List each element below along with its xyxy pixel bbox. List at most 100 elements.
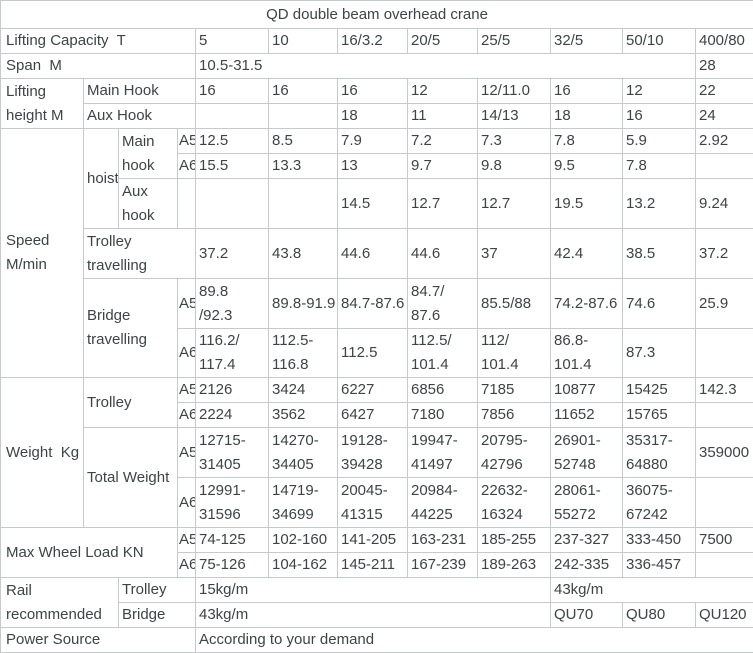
value-cell: 12/11.0 — [478, 79, 551, 104]
class-a6-label: A6 — [178, 154, 196, 179]
value-cell: 24 — [696, 104, 753, 129]
class-empty-cell — [178, 179, 196, 229]
value-cell: 42.4 — [551, 229, 623, 279]
value-cell — [696, 478, 753, 528]
value-cell: 9.8 — [478, 154, 551, 179]
table-row: Speed M/min hoist Main hook A5 12.5 8.5 … — [1, 129, 753, 154]
value-cell — [696, 403, 753, 428]
value-cell: 18 — [551, 104, 623, 129]
value-cell: 12 — [408, 79, 478, 104]
row-label-rail-recommended: Rail recommended — [1, 578, 119, 628]
table-row: Span M 10.5-31.5 28 — [1, 54, 753, 79]
value-cell: 145-211 — [338, 553, 408, 578]
value-cell: 10 — [269, 29, 338, 54]
value-cell: 19947- 41497 — [408, 428, 478, 478]
value-cell: 15765 — [623, 403, 696, 428]
table-row: Trolley travelling 37.2 43.8 44.6 44.6 3… — [1, 229, 753, 279]
value-cell: 2224 — [196, 403, 269, 428]
row-label-lifting-capacity: Lifting Capacity T — [1, 29, 196, 54]
value-cell — [196, 179, 269, 229]
class-a6-label: A6 — [178, 553, 196, 578]
class-a6-label: A6 — [178, 403, 196, 428]
value-cell: 359000 — [696, 428, 753, 478]
value-cell: 12715- 31405 — [196, 428, 269, 478]
value-cell: 74.2-87.6 — [551, 279, 623, 329]
row-label-rail-trolley: Trolley — [119, 578, 196, 603]
value-cell: 18 — [338, 104, 408, 129]
value-cell: 19128- 39428 — [338, 428, 408, 478]
table-row: Weight Kg Trolley A5 2126 3424 6227 6856… — [1, 378, 753, 403]
value-cell: 25.9 — [696, 279, 753, 329]
value-cell: 28 — [696, 54, 753, 79]
table-row: QD double beam overhead crane — [1, 1, 753, 29]
class-a5-label: A5 — [178, 428, 196, 478]
value-cell: 22 — [696, 79, 753, 104]
value-cell: 163-231 — [408, 528, 478, 553]
value-cell: 336-457 — [623, 553, 696, 578]
table-row: Bridge travelling A5 89.8 /92.3 89.8-91.… — [1, 279, 753, 329]
row-label-aux-hook: Aux Hook — [84, 104, 196, 129]
value-cell: 84.7/ 87.6 — [408, 279, 478, 329]
value-cell: 5 — [196, 29, 269, 54]
value-cell: 26901- 52748 — [551, 428, 623, 478]
value-cell: 13.3 — [269, 154, 338, 179]
value-cell: QU80 — [623, 603, 696, 628]
value-cell: 75-126 — [196, 553, 269, 578]
value-cell: 9.24 — [696, 179, 753, 229]
value-cell: 6227 — [338, 378, 408, 403]
value-cell: 102-160 — [269, 528, 338, 553]
value-cell: 185-255 — [478, 528, 551, 553]
value-cell: 237-327 — [551, 528, 623, 553]
value-cell: 86.8- 101.4 — [551, 329, 623, 378]
value-cell: 35317- 64880 — [623, 428, 696, 478]
value-cell: 7856 — [478, 403, 551, 428]
value-cell: 50/10 — [623, 29, 696, 54]
value-cell: 7.3 — [478, 129, 551, 154]
row-label-speed: Speed M/min — [1, 129, 84, 378]
value-cell: QU120 — [696, 603, 753, 628]
value-cell: 14719- 34699 — [269, 478, 338, 528]
value-cell: 37.2 — [696, 229, 753, 279]
value-cell: QU70 — [551, 603, 623, 628]
value-cell: 242-335 — [551, 553, 623, 578]
value-cell: 13.2 — [623, 179, 696, 229]
value-cell: 11652 — [551, 403, 623, 428]
value-cell: 84.7-87.6 — [338, 279, 408, 329]
class-a5-label: A5 — [178, 378, 196, 403]
value-cell: 400/80 — [696, 29, 753, 54]
value-cell: 16 — [196, 79, 269, 104]
value-cell: 16 — [269, 79, 338, 104]
row-label-bridge-travelling: Bridge travelling — [84, 279, 178, 378]
value-cell: 104-162 — [269, 553, 338, 578]
table-row: Lifting Capacity T 5 10 16/3.2 20/5 25/5… — [1, 29, 753, 54]
value-cell: 44.6 — [338, 229, 408, 279]
value-cell — [696, 553, 753, 578]
value-cell: 189-263 — [478, 553, 551, 578]
value-cell: 141-205 — [338, 528, 408, 553]
row-label-weight: Weight Kg — [1, 378, 84, 528]
value-cell: 12.7 — [408, 179, 478, 229]
value-cell: 9.5 — [551, 154, 623, 179]
value-cell: 112.5 — [338, 329, 408, 378]
value-cell: 14270- 34405 — [269, 428, 338, 478]
value-cell: 15kg/m — [196, 578, 551, 603]
table-row: Lifting height M Main Hook 16 16 16 12 1… — [1, 79, 753, 104]
value-cell: 6427 — [338, 403, 408, 428]
value-cell: 116.2/ 117.4 — [196, 329, 269, 378]
value-cell: 10.5-31.5 — [196, 54, 696, 79]
value-cell: 20045- 41315 — [338, 478, 408, 528]
value-cell: 10877 — [551, 378, 623, 403]
table-row: Max Wheel Load KN A5 74-125 102-160 141-… — [1, 528, 753, 553]
value-cell: 7185 — [478, 378, 551, 403]
value-cell: 43.8 — [269, 229, 338, 279]
row-label-lifting-height: Lifting height M — [1, 79, 84, 129]
row-label-main-hook: Main Hook — [84, 79, 196, 104]
value-cell: 6856 — [408, 378, 478, 403]
value-cell — [269, 104, 338, 129]
value-cell: 7.9 — [338, 129, 408, 154]
value-cell: 20795- 42796 — [478, 428, 551, 478]
value-cell: 43kg/m — [196, 603, 551, 628]
value-cell: 7.8 — [623, 154, 696, 179]
value-cell: 9.7 — [408, 154, 478, 179]
